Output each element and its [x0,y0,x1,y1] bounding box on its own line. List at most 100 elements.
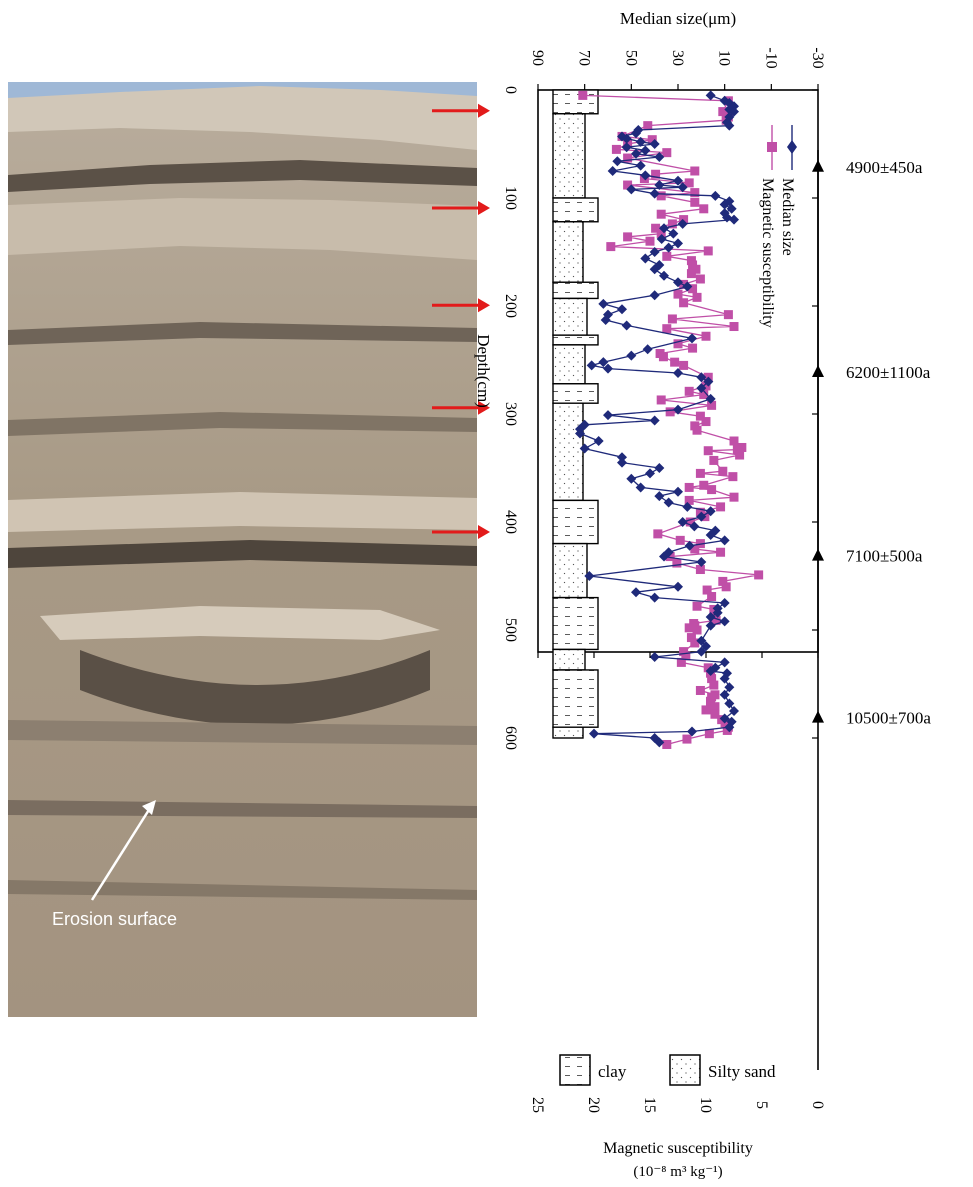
clay-layer [552,596,599,651]
magnetic-susceptibility-point [722,725,732,735]
magnetic-susceptibility-point [710,709,720,719]
magnetic-susceptibility-point [711,615,721,625]
median-size-point [598,357,609,368]
median-size-point [719,616,730,627]
median-size-point [668,228,679,239]
magnetic-susceptibility-point [705,696,715,706]
magnetic-susceptibility-point [672,558,682,568]
magnetic-susceptibility-point [703,663,713,673]
magnetic-susceptibility-point [679,360,689,370]
median-size-series [575,90,739,748]
median-size-point [649,652,660,662]
median-size-point [640,253,651,264]
age-markers: 4900±450a 6200±1100a 7100±500a 10500±700a [812,150,931,1070]
median-size-point [635,482,646,493]
magnetic-susceptibility-point [656,209,666,219]
median-size-point [696,556,707,567]
magnetic-susceptibility-point [707,485,717,495]
rotated-chart: 0 100 200 300 400 500 600 -30 -10 10 30 50 70 90 0 5 10 1… [502,47,826,1113]
median-size-point [649,592,660,603]
median-size-point [584,571,595,581]
depth-tick-label: 100 [502,186,519,210]
magnetic-susceptibility-point [662,148,672,158]
magnetic-susceptibility-point [699,480,709,490]
median-size-point [631,148,641,159]
median-size-point [705,506,716,517]
magnetic-susceptibility-point [754,570,764,580]
magnetic-susceptibility-point [699,204,709,214]
median-size-point [719,598,730,608]
median-size-point [649,188,660,199]
magnetic-susceptibility-point [679,298,689,308]
magnetic-susceptibility-point [732,445,742,455]
magnetic-susceptibility-point [684,482,694,492]
median-size-point [607,166,618,176]
magnetic-susceptibility-point [692,625,702,635]
median-size-point [575,428,585,439]
median-size-point [654,463,665,473]
top-axis-label: Median size(μm) [620,9,736,28]
magnetic-susceptibility-point [662,739,672,749]
magnetic-susceptibility-point [701,381,711,391]
magnetic-susceptibility-point [688,284,698,294]
axis-labels: Median size(μm) Depth(cm) Magnetic susce… [474,9,753,1180]
median-size-point [696,511,707,522]
magnetic-susceptibility-point [681,651,691,661]
magnetic-susceptibility-point [611,144,621,154]
median-size-point [705,90,716,101]
magnetic-susceptibility-point [651,223,661,233]
median-size-point [712,607,723,618]
median-size-point [710,190,721,201]
erosion-surface-annotation: Erosion surface [52,800,177,929]
median-size-point [649,139,660,149]
depth-tick-label: 600 [502,726,519,750]
median-size-point [649,415,660,426]
key-clay-swatch [559,1054,591,1086]
depth-tick-label: 0 [502,86,519,94]
median-size-point [612,156,623,167]
depth-axis-label: Depth(cm) [474,334,493,408]
magnetic-susceptibility-point [647,135,657,145]
magnetic-susceptibility-point [695,468,705,478]
bottom-axis-label-line2: (10⁻⁸ m³ kg⁻¹) [633,1164,722,1180]
mag-tick-label: 15 [641,1097,658,1113]
median-size-point [673,404,683,415]
median-size-point [631,128,641,139]
mag-tick-label: 20 [585,1097,602,1113]
median-size-point [719,689,730,700]
magnetic-susceptibility-point [578,90,588,100]
median-size-point [696,646,707,657]
median-size-line [579,94,736,743]
magnetic-susceptibility-point [665,552,675,562]
magnetic-susceptibility-point [695,411,705,421]
median-size-point [649,264,660,275]
median-size-point [696,635,707,646]
clay-layer [552,499,599,545]
outcrop-photo [8,82,477,1017]
clay-layer [552,669,599,728]
legend-median-label: Median size [779,178,796,256]
magnetic-susceptibility-point [702,585,712,595]
magnetic-susceptibility-point [710,702,720,712]
median-size-point [654,180,665,191]
magnetic-susceptibility-point [623,153,633,163]
silty-sand-layer [552,221,584,283]
magnetic-susceptibility-point [716,547,726,557]
magnetic-susceptibility-point [684,623,694,633]
median-size-point [598,298,609,309]
magnetic-susceptibility-point [718,107,728,117]
median-size-point [640,170,651,181]
key-sand-label: Silty sand [708,1062,776,1081]
median-size-point [682,501,693,512]
median-size-point [682,281,693,292]
silty-sand-layer [552,344,586,385]
magnetic-susceptibility-point [701,705,711,715]
mag-tick-label: 25 [529,1097,546,1113]
median-size-point [603,410,613,421]
median-size-point [600,315,611,326]
median-size-point [696,372,707,383]
silty-sand-layer [552,402,584,502]
magnetic-susceptibility-point [653,529,663,539]
median-size-point [729,214,739,225]
